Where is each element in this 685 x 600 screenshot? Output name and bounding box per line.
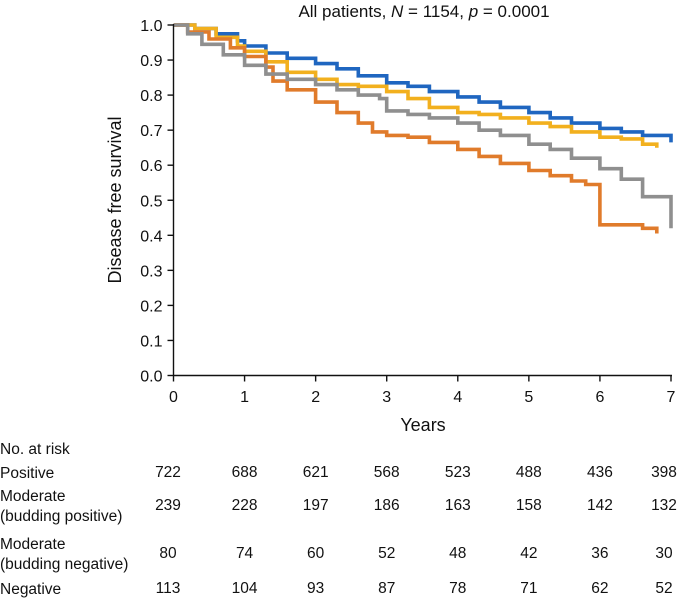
risk-row-label: Negative: [0, 580, 170, 600]
risk-table-header: No. at risk: [0, 441, 70, 458]
risk-value: 78: [449, 580, 467, 597]
series-line-negative: [173, 23, 673, 229]
y-tick-label: 0.4: [140, 228, 162, 245]
risk-value: 113: [155, 580, 181, 597]
number-at-risk-table: No. at risk Positive 722 688 621 568 523 488 43…: [0, 440, 685, 598]
y-tick-label: 1.0: [140, 18, 162, 35]
risk-row-label-line: Moderate: [0, 488, 66, 505]
risk-value: 42: [520, 545, 538, 562]
risk-value: 74: [235, 545, 254, 562]
x-tick-label: 2: [311, 389, 320, 406]
x-tick-label: 4: [453, 389, 462, 406]
risk-row-label: Moderate (budding positive): [0, 487, 170, 527]
series-layer: [173, 23, 673, 234]
risk-value: 568: [373, 464, 400, 481]
risk-value: 60: [307, 545, 325, 562]
y-tick-label: 0.1: [140, 333, 162, 350]
x-tick-label: 3: [382, 389, 391, 406]
y-tick-label: 0.9: [140, 53, 162, 70]
risk-value: 52: [655, 580, 673, 597]
risk-value: 48: [449, 545, 467, 562]
axes: 0.0 0.1 0.2 0.3 0.4 0.5 0.6 0.7 0.8 0.9 1.0 0 1 2 3 4 5 6…: [140, 18, 675, 406]
risk-value: 621: [302, 464, 329, 481]
x-tick-label: 5: [524, 389, 533, 406]
risk-row-label-line: Moderate: [0, 536, 66, 553]
y-tick-label: 0.2: [140, 298, 162, 315]
risk-value: 158: [515, 497, 542, 514]
risk-row-label-line: Positive: [0, 465, 55, 482]
risk-value: 93: [307, 580, 325, 597]
y-tick-label: 0.0: [140, 369, 162, 386]
x-axis-title: Years: [400, 415, 445, 435]
risk-value: 36: [591, 545, 609, 562]
risk-value: 142: [586, 497, 613, 514]
risk-value: 523: [444, 464, 471, 481]
risk-value: 186: [373, 497, 400, 514]
y-tick-label: 0.7: [140, 123, 162, 140]
series-line-moderate-budding-negative: [173, 23, 659, 234]
risk-value: 688: [231, 464, 258, 481]
risk-value: 52: [378, 545, 396, 562]
risk-value: 488: [515, 464, 542, 481]
risk-value: 132: [651, 497, 677, 514]
series-line-positive: [173, 23, 673, 143]
risk-value: 722: [155, 464, 181, 481]
risk-value: 228: [231, 497, 258, 514]
risk-value: 71: [520, 580, 538, 597]
risk-value: 30: [655, 545, 673, 562]
risk-value: 398: [651, 464, 677, 481]
risk-row-label: Positive: [0, 464, 170, 484]
x-tick-label: 7: [667, 389, 676, 406]
risk-row-label-line: (budding negative): [0, 556, 129, 573]
risk-value: 62: [591, 580, 609, 597]
risk-row-label: Moderate (budding negative): [0, 535, 170, 575]
risk-value: 80: [159, 545, 177, 562]
risk-value: 436: [586, 464, 613, 481]
risk-value: 87: [378, 580, 396, 597]
risk-value: 239: [155, 497, 181, 514]
km-survival-chart: All patients, N = 1154, p = 0.0001 0.00.…: [105, 2, 676, 435]
risk-value: 197: [302, 497, 329, 514]
y-tick-label: 0.8: [140, 88, 162, 105]
y-tick-label: 0.3: [140, 263, 162, 280]
risk-row-label-line: (budding positive): [0, 508, 123, 525]
y-axis-title: Disease free survival: [105, 116, 125, 283]
risk-value: 104: [231, 580, 258, 597]
risk-row-label-line: Negative: [0, 581, 62, 598]
x-tick-label: 1: [240, 389, 249, 406]
x-tick-label: 0: [169, 389, 178, 406]
y-tick-label: 0.6: [140, 158, 162, 175]
y-tick-label: 0.5: [140, 193, 162, 210]
chart-title: All patients, N = 1154, p = 0.0001: [298, 2, 549, 21]
x-tick-label: 6: [595, 389, 604, 406]
risk-value: 163: [444, 497, 471, 514]
